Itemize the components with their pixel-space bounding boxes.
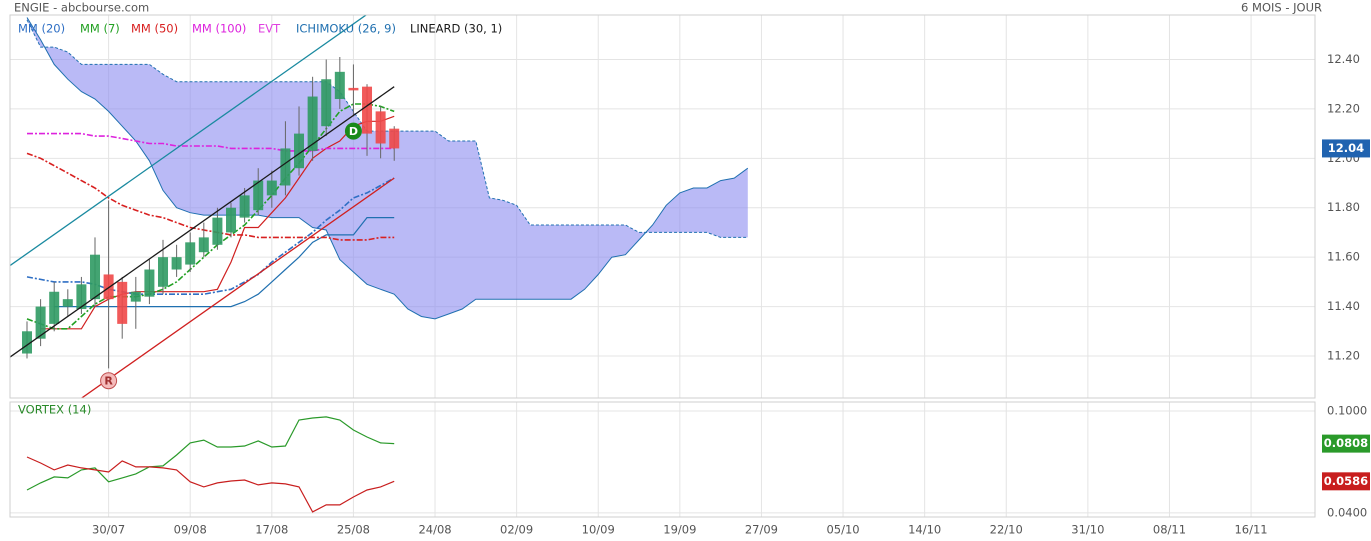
moving-average (27, 132, 395, 152)
candle-body (294, 133, 305, 169)
candle-body (362, 86, 373, 134)
vortex-frame (9, 401, 1316, 518)
last-value-label: 0.0808 (1324, 436, 1368, 450)
x-tick-label: 17/08 (255, 523, 288, 537)
candle-body (171, 257, 182, 270)
candle-body (266, 180, 277, 196)
candle-body (239, 195, 250, 218)
candle-body (389, 128, 400, 149)
last-value-label: 0.0586 (1324, 474, 1368, 488)
x-tick-label: 24/08 (418, 523, 451, 537)
legend-item: MM (100) (192, 22, 246, 36)
ichimoku-span-b (26, 19, 748, 238)
candle-body (158, 257, 169, 287)
candle-body (321, 79, 332, 127)
candle-body (307, 96, 318, 151)
candle-body (253, 180, 264, 211)
y-tick-label: 0.0400 (1327, 505, 1367, 519)
legend-item: MM (20) (18, 22, 65, 36)
event-marker (100, 372, 118, 390)
regression-line (80, 177, 395, 398)
candle-body (185, 242, 196, 265)
vortex-line (26, 456, 395, 513)
candle-body (35, 306, 46, 339)
y-tick-label: 11.60 (1327, 250, 1360, 264)
x-tick-label: 31/10 (1071, 523, 1104, 537)
grid (10, 15, 1315, 517)
y-tick-label: 12.40 (1327, 52, 1360, 66)
x-tick-label: 19/09 (663, 523, 696, 537)
event-label: D (349, 125, 358, 138)
y-tick-label: 11.20 (1327, 348, 1360, 362)
x-tick-label: 02/09 (500, 523, 533, 537)
x-tick-label: 22/10 (990, 523, 1023, 537)
x-tick-label: 05/10 (826, 523, 859, 537)
last-value-tag (1322, 139, 1370, 158)
candle-body (103, 274, 114, 300)
legend-item: ICHIMOKU (26, 9) (296, 22, 396, 36)
candle-body (22, 331, 33, 354)
candle-body (49, 291, 60, 324)
candle-body (334, 71, 345, 100)
moving-average (26, 152, 395, 241)
vortex-line (26, 416, 395, 491)
legend-item: EVT (258, 22, 281, 36)
last-value-label: 12.04 (1328, 141, 1364, 155)
regression-line (10, 15, 368, 267)
x-tick-label: 27/09 (745, 523, 778, 537)
legend-item: MM (7) (80, 22, 120, 36)
last-value-tag (1322, 472, 1370, 491)
candle-body (130, 291, 141, 302)
x-tick-label: 30/07 (92, 523, 125, 537)
vortex-plot (26, 416, 395, 513)
page-title: ENGIE - abcbourse.com (14, 1, 149, 15)
last-value-tag (1322, 434, 1370, 453)
candle-body (375, 111, 386, 144)
x-tick-label: 09/08 (174, 523, 207, 537)
moving-average (26, 177, 395, 295)
candle-body (280, 148, 291, 186)
event-marker (344, 122, 362, 140)
candle-body (212, 217, 223, 245)
ichimoku-cloud (27, 17, 748, 319)
legend-item: LINEARD (30, 1) (410, 22, 502, 36)
event-label: R (104, 375, 113, 388)
y-tick-label: 11.80 (1327, 200, 1360, 214)
x-tick-label: 16/11 (1234, 523, 1267, 537)
candle-body (226, 207, 237, 233)
candle-body (90, 254, 101, 300)
ichimoku-span-a (26, 17, 749, 320)
candle-body (76, 284, 87, 310)
overlay: 30/07 09/08 17/08 25/08 24/08 02/09 10/09 19/09… (18, 22, 1370, 537)
candle-body (117, 281, 128, 324)
y-tick-label: 12.20 (1327, 101, 1360, 115)
ichimoku-tenkan (40, 115, 395, 330)
ichimoku-kijun (54, 217, 395, 308)
period-label: 6 MOIS - JOUR (1241, 1, 1322, 15)
main-plot: RD (10, 15, 749, 398)
legend-item: MM (50) (131, 22, 178, 36)
x-tick-label: 25/08 (337, 523, 370, 537)
candle-body (348, 87, 359, 91)
candle-body (144, 269, 155, 297)
x-tick-label: 10/09 (582, 523, 615, 537)
panel-title: VORTEX (14) (18, 403, 91, 417)
main-frame (9, 14, 1316, 399)
regression-line (10, 86, 395, 358)
y-tick-label: 11.40 (1327, 299, 1360, 313)
x-tick-label: 08/11 (1153, 523, 1186, 537)
candle-body (198, 237, 209, 253)
candle-body (62, 299, 73, 307)
x-tick-label: 14/10 (908, 523, 941, 537)
y-tick-label: 0.1000 (1327, 404, 1367, 418)
